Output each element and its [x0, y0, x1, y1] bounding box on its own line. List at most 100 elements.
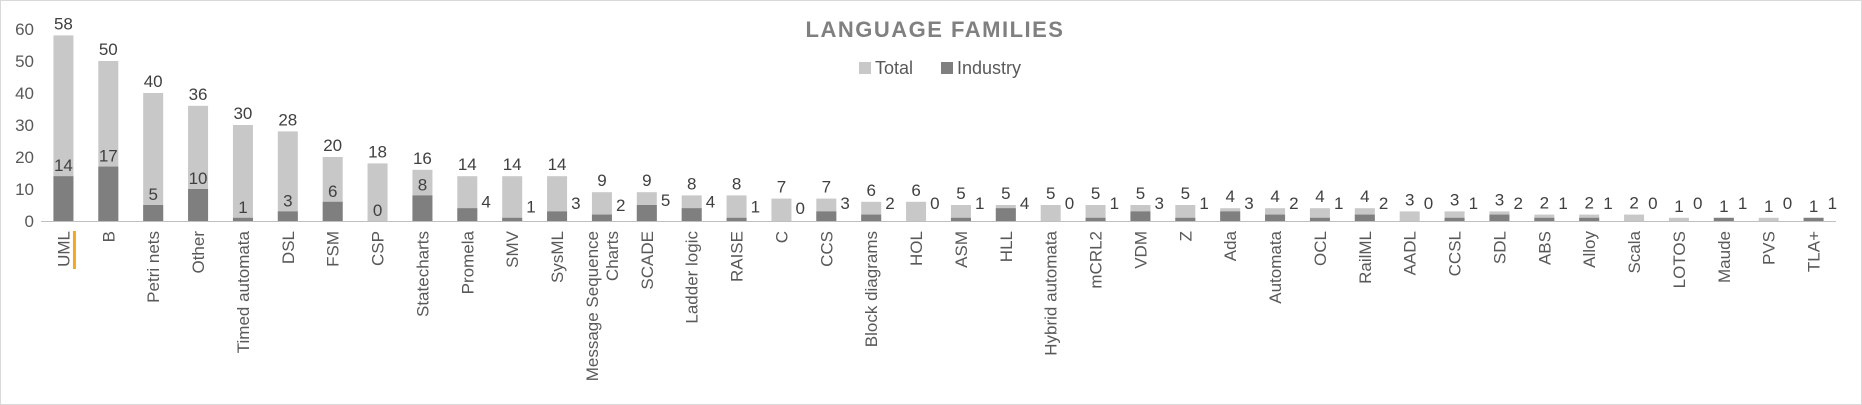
bar-industry-timed-automata	[232, 217, 253, 221]
bar-industry-maude	[1713, 217, 1734, 221]
x-tick-label-maude: Maude	[1715, 231, 1734, 283]
x-tick-label-line: Charts	[603, 231, 622, 281]
x-axis: UML B Petri nets Other Timed automata DSL FSM C…	[41, 221, 1836, 381]
bar-total-csp	[367, 163, 388, 221]
label-total-ada: 4	[1225, 187, 1234, 206]
bar-total-aadl	[1399, 211, 1420, 221]
x-tick-label-hol: HOL	[907, 231, 926, 266]
label-industry-b: 17	[99, 147, 118, 166]
x-tick-label-csp: CSP	[369, 231, 388, 266]
label-total-ccs: 7	[822, 178, 831, 197]
bar-industry-railml	[1354, 214, 1375, 221]
bar-total-timed-automata	[232, 125, 253, 221]
bar-total-scala	[1624, 214, 1645, 221]
series-industry-bars	[53, 166, 1824, 221]
bar-total-asm	[950, 205, 971, 221]
bar-industry-raise	[726, 217, 747, 221]
bar-industry-petri-nets	[143, 205, 164, 221]
legend-label-industry: Industry	[957, 58, 1021, 78]
label-total-hol: 6	[911, 181, 920, 200]
label-industry-ocl: 1	[1334, 194, 1343, 213]
bar-industry-message-sequence-charts	[591, 214, 612, 221]
label-total-abs: 2	[1540, 194, 1549, 213]
label-industry-hybrid-automata: 0	[1065, 194, 1074, 213]
bar-industry-smv	[502, 217, 523, 221]
label-total-alloy: 2	[1584, 194, 1593, 213]
x-tick-label-asm: ASM	[952, 231, 971, 268]
label-industry-sysml: 3	[571, 194, 580, 213]
bar-industry-dsl	[277, 211, 298, 221]
label-industry-c: 0	[795, 199, 804, 218]
x-tick-label-ocl: OCL	[1311, 231, 1330, 266]
label-total-c: 7	[777, 178, 786, 197]
bar-total-sysml	[547, 176, 568, 221]
label-total-vdm: 5	[1136, 184, 1145, 203]
chart-legend: Total Industry	[859, 58, 1021, 78]
label-total-ladder-logic: 8	[687, 174, 696, 193]
label-industry-ccsl: 1	[1469, 194, 1478, 213]
label-industry-ccs: 3	[840, 194, 849, 213]
label-industry-uml: 14	[54, 156, 73, 175]
label-industry-hll: 4	[1020, 194, 1029, 213]
data-labels: 5814501740536103012832061801681441411439…	[54, 14, 1837, 220]
bar-industry-sysml	[547, 211, 568, 221]
bar-total-hybrid-automata	[1040, 205, 1061, 221]
y-tick-label: 20	[15, 148, 34, 167]
label-total-other: 36	[189, 85, 208, 104]
label-industry-aadl: 0	[1424, 194, 1433, 213]
x-tick-label-scade: SCADE	[638, 231, 657, 290]
label-industry-other: 10	[189, 169, 208, 188]
label-industry-raise: 1	[751, 197, 760, 216]
bar-total-hol	[906, 201, 927, 221]
bar-industry-tla	[1803, 217, 1824, 221]
label-industry-mcrl2: 1	[1110, 194, 1119, 213]
label-industry-vdm: 3	[1154, 194, 1163, 213]
label-industry-ladder-logic: 4	[706, 193, 715, 212]
y-axis: 0 10 20 30 40 50 60	[15, 20, 34, 231]
label-total-lotos: 1	[1674, 197, 1683, 216]
x-tick-label-automata: Automata	[1266, 230, 1285, 303]
legend-swatch-total	[859, 62, 871, 74]
bar-industry-other	[188, 189, 209, 221]
bar-total-smv	[502, 176, 523, 221]
label-total-message-sequence-charts: 9	[597, 171, 606, 190]
bar-industry-sdl	[1489, 214, 1510, 221]
label-total-aadl: 3	[1405, 190, 1414, 209]
bar-total-dsl	[277, 131, 298, 221]
label-industry-fsm: 6	[328, 182, 337, 201]
x-tick-label-uml: UML	[54, 231, 73, 267]
bar-industry-ocl	[1309, 217, 1330, 221]
bar-total-uml	[53, 35, 74, 222]
bar-industry-ccsl	[1444, 217, 1465, 221]
bar-industry-fsm	[322, 201, 343, 221]
x-tick-label-c: C	[772, 231, 791, 243]
label-total-statecharts: 16	[413, 149, 432, 168]
bar-total-mcrl2	[1085, 205, 1106, 221]
label-total-scade: 9	[642, 171, 651, 190]
x-tick-label-tla: TLA+	[1805, 231, 1824, 272]
label-total-raise: 8	[732, 174, 741, 193]
label-total-ocl: 4	[1315, 187, 1324, 206]
label-industry-block-diagrams: 2	[885, 194, 894, 213]
label-total-z: 5	[1181, 184, 1190, 203]
y-tick-label: 30	[15, 116, 34, 135]
label-industry-promela: 4	[481, 193, 490, 212]
label-industry-z: 1	[1199, 194, 1208, 213]
label-industry-petri-nets: 5	[148, 185, 157, 204]
x-tick-label-lotos: LOTOS	[1670, 231, 1689, 288]
label-industry-dsl: 3	[283, 191, 292, 210]
label-total-smv: 14	[503, 155, 522, 174]
label-industry-smv: 1	[526, 197, 535, 216]
x-tick-label-raise: RAISE	[728, 231, 747, 282]
label-industry-pvs: 0	[1783, 194, 1792, 213]
x-tick-label-scala: Scala	[1625, 230, 1644, 273]
bar-industry-vdm	[1130, 211, 1151, 221]
bar-industry-b	[98, 166, 119, 221]
x-tick-label-ccs: CCS	[817, 231, 836, 267]
label-industry-maude: 1	[1738, 194, 1747, 213]
label-total-fsm: 20	[323, 136, 342, 155]
x-tick-label-dsl: DSL	[279, 231, 298, 264]
label-total-ccsl: 3	[1450, 190, 1459, 209]
label-total-sysml: 14	[548, 155, 567, 174]
label-total-mcrl2: 5	[1091, 184, 1100, 203]
